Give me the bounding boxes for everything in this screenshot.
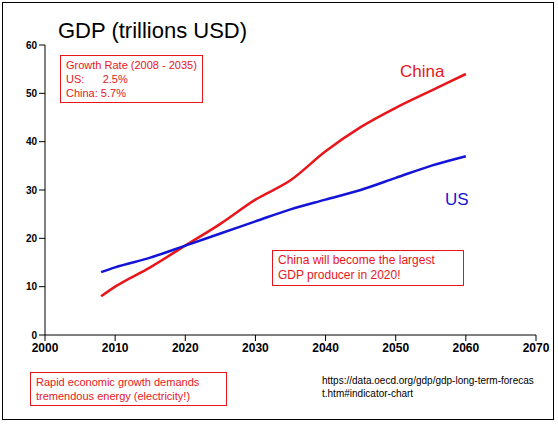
html-text:https://data.oecd.org/gdp/gdp-: https://data.oecd.org/gdp/gdp-long-term-… — [322, 375, 534, 399]
svg-text:40: 40 — [26, 136, 38, 147]
svg-text:2020: 2020 — [172, 341, 199, 355]
svg-text:20: 20 — [26, 233, 38, 244]
svg-text:2000: 2000 — [32, 341, 59, 355]
svg-text:2060: 2060 — [453, 341, 480, 355]
html-text:US: 2.5%: US: 2.5% — [66, 73, 128, 85]
html-text:China: China — [400, 62, 445, 81]
svg-text:60: 60 — [26, 40, 38, 51]
html-text:China will become the largest: China will become the largest GDP produc… — [278, 253, 435, 282]
html-text:Growth Rate (2008 - 2035): Growth Rate (2008 - 2035) — [66, 59, 197, 71]
svg-text:2040: 2040 — [312, 341, 339, 355]
svg-text:2010: 2010 — [102, 341, 129, 355]
html-text:Rapid economic growth demands: Rapid economic growth demands tremendous… — [36, 376, 200, 402]
svg-text:2070: 2070 — [523, 341, 550, 355]
html-text:US: US — [445, 190, 469, 209]
html-text:GDP (trillions USD): GDP (trillions USD) — [58, 18, 248, 43]
svg-text:50: 50 — [26, 88, 38, 99]
svg-text:10: 10 — [26, 281, 38, 292]
svg-text:2050: 2050 — [382, 341, 409, 355]
svg-text:2030: 2030 — [242, 341, 269, 355]
svg-text:0: 0 — [31, 330, 37, 341]
svg-text:30: 30 — [26, 185, 38, 196]
html-text:China: 5.7%: China: 5.7% — [66, 87, 126, 99]
